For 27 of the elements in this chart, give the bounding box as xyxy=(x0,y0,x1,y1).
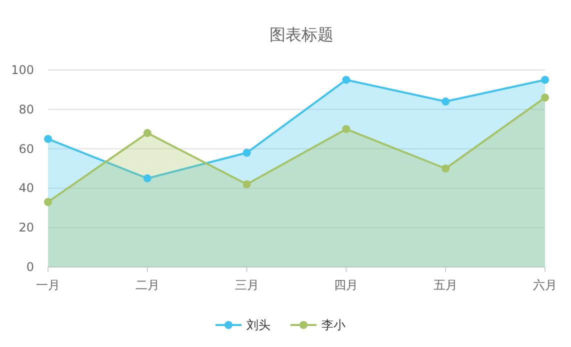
x-tick-label: 一月 xyxy=(36,278,60,292)
y-tick-label: 20 xyxy=(18,220,34,235)
point xyxy=(44,134,52,143)
legend-label: 李小 xyxy=(322,318,346,332)
y-tick-label: 100 xyxy=(11,63,34,77)
point xyxy=(242,148,251,157)
y-tick-label: 80 xyxy=(18,102,34,116)
point xyxy=(242,180,251,188)
x-tick-label: 六月 xyxy=(533,278,557,292)
x-tick-label: 五月 xyxy=(434,278,458,292)
legend-label: 刘头 xyxy=(246,318,270,332)
chart-title: 图表标题 xyxy=(270,25,334,44)
point xyxy=(442,98,450,106)
point xyxy=(541,94,549,102)
point xyxy=(143,129,152,138)
point xyxy=(442,164,450,172)
point xyxy=(541,76,549,84)
y-tick-label: 0 xyxy=(26,260,34,274)
point xyxy=(342,76,350,84)
x-tick-label: 三月 xyxy=(234,278,259,292)
x-tick-label: 四月 xyxy=(334,278,358,292)
y-tick-label: 40 xyxy=(18,181,34,196)
x-tick-label: 二月 xyxy=(135,278,160,292)
point xyxy=(44,198,52,206)
y-tick-label: 60 xyxy=(18,142,34,156)
point xyxy=(342,125,350,134)
point xyxy=(143,174,152,182)
